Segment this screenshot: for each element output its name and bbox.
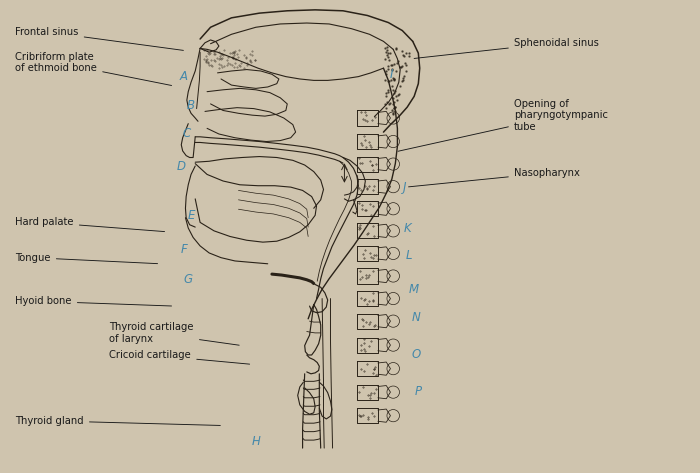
Text: C: C	[182, 128, 190, 140]
Text: G: G	[183, 273, 192, 286]
Text: B: B	[187, 99, 195, 112]
Text: E: E	[188, 209, 195, 222]
Text: Thyroid gland: Thyroid gland	[15, 416, 220, 426]
Text: Frontal sinus: Frontal sinus	[15, 27, 183, 51]
Text: L: L	[406, 249, 412, 262]
Text: N: N	[412, 311, 421, 324]
Text: Cricoid cartilage: Cricoid cartilage	[109, 350, 250, 364]
Text: J: J	[402, 181, 406, 193]
Text: H: H	[251, 435, 260, 447]
Text: M: M	[409, 283, 419, 296]
Text: I: I	[390, 68, 393, 81]
Text: K: K	[403, 221, 411, 235]
Text: Hard palate: Hard palate	[15, 218, 164, 232]
Text: D: D	[177, 160, 186, 174]
Text: F: F	[181, 243, 188, 256]
Text: Opening of
pharyngotympanic
tube: Opening of pharyngotympanic tube	[398, 98, 608, 151]
Text: Tongue: Tongue	[15, 253, 158, 263]
Text: Sphenoidal sinus: Sphenoidal sinus	[414, 38, 598, 59]
Text: Thyroid cartilage
of larynx: Thyroid cartilage of larynx	[109, 322, 239, 345]
Text: Nasopharynx: Nasopharynx	[409, 168, 580, 187]
Text: P: P	[415, 385, 422, 398]
Text: Hyoid bone: Hyoid bone	[15, 297, 172, 307]
Text: A: A	[180, 70, 188, 83]
Text: Cribriform plate
of ethmoid bone: Cribriform plate of ethmoid bone	[15, 52, 172, 86]
Text: O: O	[412, 349, 421, 361]
